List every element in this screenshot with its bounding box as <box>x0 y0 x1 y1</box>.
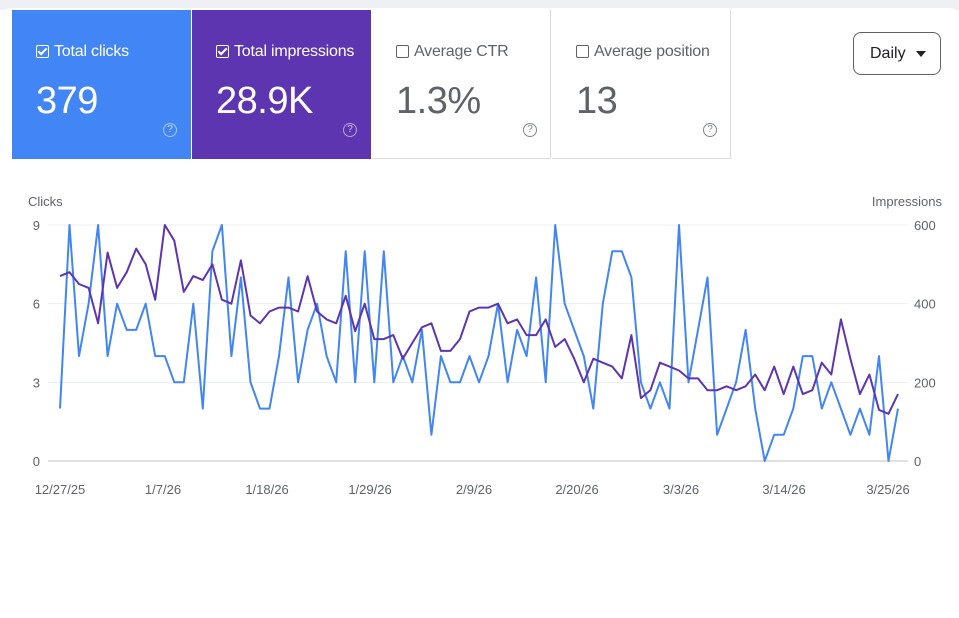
y-left-axis-label: Clicks <box>28 194 63 209</box>
help-icon[interactable]: ? <box>163 123 177 137</box>
x-tick-label: 3/3/26 <box>663 482 699 497</box>
series-line-impressions <box>59 224 899 415</box>
average-ctr-label: Average CTR <box>414 43 509 60</box>
total-clicks-label: Total clicks <box>54 43 129 60</box>
help-icon[interactable]: ? <box>343 123 357 137</box>
x-tick-label: 3/14/26 <box>762 482 805 497</box>
total-clicks-checkbox[interactable] <box>36 45 49 58</box>
average-position-value: 13 <box>576 80 618 122</box>
top-strip <box>0 0 959 10</box>
metric-card-total-clicks[interactable]: Total clicks 379 ? <box>12 10 191 159</box>
total-impressions-value: 28.9K <box>216 80 313 122</box>
y-right-tick-label: 600 <box>914 218 936 233</box>
y-right-tick-label: 400 <box>914 297 936 312</box>
average-ctr-checkbox[interactable] <box>396 45 409 58</box>
y-right-axis-label: Impressions <box>872 194 943 209</box>
y-right-tick-label: 200 <box>914 375 936 390</box>
total-impressions-label: Total impressions <box>234 43 355 60</box>
series-line-clicks <box>59 224 899 462</box>
y-right-tick-label: 0 <box>914 454 921 469</box>
y-left-tick-label: 9 <box>33 218 40 233</box>
y-left-tick-label: 6 <box>33 297 40 312</box>
metric-card-average-position[interactable]: Average position 13 ? <box>552 10 731 159</box>
x-tick-label: 1/18/26 <box>245 482 288 497</box>
x-tick-label: 1/7/26 <box>145 482 181 497</box>
metric-card-average-ctr[interactable]: Average CTR 1.3% ? <box>372 10 551 159</box>
y-left-tick-label: 3 <box>33 375 40 390</box>
granularity-dropdown[interactable]: Daily <box>853 32 941 75</box>
total-clicks-value: 379 <box>36 80 98 122</box>
x-tick-label: 2/20/26 <box>555 482 598 497</box>
x-tick-label: 2/9/26 <box>456 482 492 497</box>
dropdown-arrow-icon <box>916 51 926 57</box>
average-position-label: Average position <box>594 43 710 60</box>
help-icon[interactable]: ? <box>703 123 717 137</box>
x-tick-label: 1/29/26 <box>348 482 391 497</box>
y-left-tick-label: 0 <box>33 454 40 469</box>
total-impressions-checkbox[interactable] <box>216 45 229 58</box>
granularity-selected: Daily <box>870 45 906 62</box>
help-icon[interactable]: ? <box>523 123 537 137</box>
x-tick-label: 12/27/25 <box>35 482 86 497</box>
metric-card-total-impressions[interactable]: Total impressions 28.9K ? <box>192 10 371 159</box>
average-position-checkbox[interactable] <box>576 45 589 58</box>
x-tick-label: 3/25/26 <box>866 482 909 497</box>
average-ctr-value: 1.3% <box>396 80 481 122</box>
